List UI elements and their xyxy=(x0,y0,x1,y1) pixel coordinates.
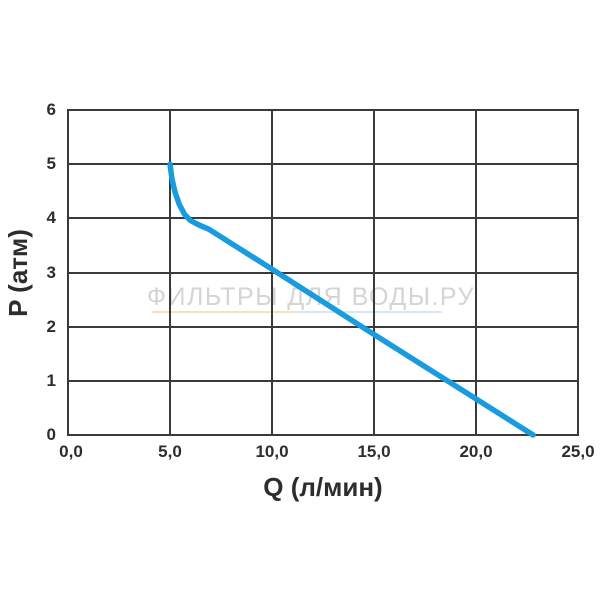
watermark-underline-right xyxy=(296,311,442,313)
x-tick-5: 5,0 xyxy=(158,442,182,461)
watermark-underline-left xyxy=(152,311,296,313)
gridlines xyxy=(67,109,579,436)
watermark-text: ФИЛЬТРЫ ДЛЯ ВОДЫ.РУ xyxy=(147,283,475,311)
y-tick-0: 0 xyxy=(46,425,56,444)
y-tick-5: 5 xyxy=(46,154,56,173)
pq-curve xyxy=(167,161,536,438)
y-tick-3: 3 xyxy=(46,263,56,282)
y-tick-6: 6 xyxy=(46,100,56,119)
y-axis-title: P (атм) xyxy=(3,229,33,317)
plot-border xyxy=(67,109,579,436)
y-tick-1: 1 xyxy=(46,371,56,390)
x-tick-20: 20,0 xyxy=(459,442,493,461)
y-tick-4: 4 xyxy=(46,208,56,227)
x-tick-15: 15,0 xyxy=(357,442,391,461)
x-tick-25: 25,0 xyxy=(561,442,595,461)
y-tick-2: 2 xyxy=(46,317,56,336)
x-tick-10: 10,0 xyxy=(255,442,289,461)
x-axis-title: Q (л/мин) xyxy=(263,472,383,502)
x-tick-0: 0,0 xyxy=(59,442,83,461)
